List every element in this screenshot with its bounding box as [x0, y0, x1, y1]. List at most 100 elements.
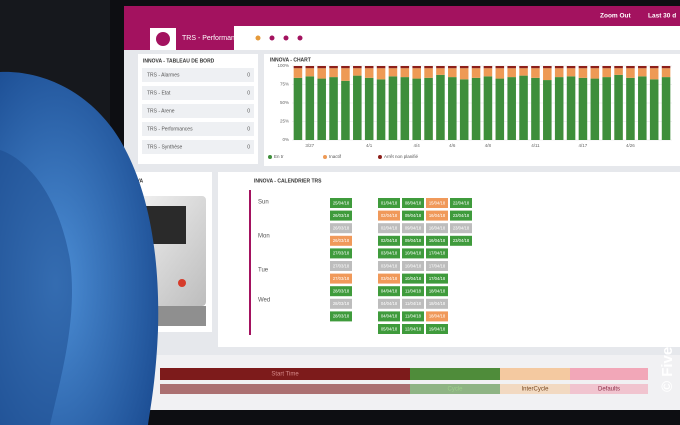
bar-segment: [436, 66, 445, 69]
toolbar-icon[interactable]: [255, 35, 261, 41]
calendar-cell[interactable]: [426, 286, 448, 297]
calendar-cell[interactable]: [330, 248, 352, 259]
bar-segment: [376, 79, 386, 140]
calendar-cell[interactable]: [450, 223, 472, 234]
calendar-cell[interactable]: [330, 198, 352, 208]
toolbar-icon[interactable]: [297, 35, 303, 41]
x-tick-label: 4/1: [366, 143, 373, 148]
toolbar-icon[interactable]: [283, 35, 289, 41]
calendar-cell[interactable]: [330, 311, 352, 322]
calendar-cell[interactable]: [402, 298, 424, 309]
bar-segment: [566, 76, 576, 140]
bar-segment: [483, 68, 493, 77]
bar-segment: [317, 78, 326, 140]
calendar-cell[interactable]: [402, 273, 424, 284]
dashboard-item-count: 0: [247, 72, 250, 78]
dashboard-item[interactable]: [142, 86, 254, 100]
calendar-cell[interactable]: [378, 235, 400, 246]
calendar-cell[interactable]: [426, 223, 448, 234]
bar-segment: [471, 66, 481, 69]
x-tick-label: 4/26: [626, 143, 635, 148]
calendar-cell-label: 17/04/18: [429, 251, 446, 256]
calendar-panel: [218, 172, 680, 347]
dashboard-item[interactable]: [142, 122, 254, 136]
calendar-cell-label: 03/04/18: [381, 276, 398, 281]
calendar-cell[interactable]: [426, 298, 448, 309]
bar-segment: [376, 66, 386, 69]
calendar-cell-label: 02/04/18: [381, 238, 398, 243]
calendar-cell[interactable]: [330, 210, 352, 221]
bar-segment: [626, 66, 635, 69]
calendar-cell[interactable]: [426, 311, 448, 322]
bar-segment: [519, 75, 528, 140]
calendar-cell[interactable]: [426, 235, 448, 246]
calendar-cell[interactable]: [450, 198, 472, 208]
calendar-cell[interactable]: [426, 198, 448, 208]
calendar-cell[interactable]: [378, 273, 400, 284]
calendar-cell[interactable]: [378, 298, 400, 309]
calendar-cell[interactable]: [330, 273, 352, 284]
legend-label[interactable]: Inactif: [329, 154, 342, 159]
dashboard-item[interactable]: [142, 140, 254, 154]
calendar-cell[interactable]: [378, 311, 400, 322]
calendar-cell[interactable]: [402, 248, 424, 259]
legend-label[interactable]: Arrêt non planifié: [384, 154, 419, 159]
dashboard-item[interactable]: [142, 68, 254, 82]
bar-segment: [436, 68, 445, 75]
calendar-cell[interactable]: [402, 311, 424, 322]
panel-title: INNOVA - TABLEAU DE BORD: [143, 58, 215, 64]
bar-segment: [412, 68, 421, 79]
calendar-cell[interactable]: [378, 210, 400, 221]
calendar-cell[interactable]: [426, 324, 448, 334]
bar-segment: [364, 68, 374, 78]
calendar-cell[interactable]: [330, 298, 352, 309]
calendar-cell[interactable]: [402, 210, 424, 221]
calendar-cell[interactable]: [426, 210, 448, 221]
x-tick-label: 4/8: [485, 143, 492, 148]
zoom-out-button[interactable]: Zoom Out: [600, 13, 632, 20]
calendar-cell[interactable]: [378, 286, 400, 297]
calendar-cell[interactable]: [378, 248, 400, 259]
calendar-cell[interactable]: [378, 324, 400, 334]
x-tick-label: 4/6: [449, 143, 456, 148]
calendar-cell[interactable]: [426, 261, 448, 271]
calendar-cell[interactable]: [402, 235, 424, 246]
bar-segment: [590, 68, 600, 79]
calendar-cell[interactable]: [402, 198, 424, 208]
calendar-cell[interactable]: [402, 223, 424, 234]
calendar-cell[interactable]: [330, 223, 352, 234]
bar-segment: [614, 74, 623, 140]
calendar-cell[interactable]: [450, 210, 472, 221]
calendar-cell[interactable]: [378, 223, 400, 234]
calendar-cell[interactable]: [426, 273, 448, 284]
calendar-cell-label: 17/04/18: [429, 263, 446, 268]
bar-segment: [495, 78, 505, 140]
bar-segment: [566, 68, 576, 77]
calendar-cell[interactable]: [402, 324, 424, 334]
bar-segment: [661, 68, 671, 78]
dashboard-item[interactable]: [142, 104, 254, 118]
toolbar-icon[interactable]: [269, 35, 275, 41]
bar-segment: [519, 68, 528, 76]
bar-segment: [388, 68, 398, 77]
legend-label[interactable]: En tr: [274, 154, 284, 159]
bar-segment: [424, 66, 433, 69]
time-range[interactable]: Last 30 d: [648, 13, 676, 20]
calendar-cell[interactable]: [330, 286, 352, 297]
bar-segment: [602, 68, 611, 78]
calendar-cell-label: 12/04/18: [405, 326, 422, 331]
calendar-cell[interactable]: [402, 286, 424, 297]
calendar-cell[interactable]: [330, 235, 352, 246]
calendar-cell[interactable]: [330, 261, 352, 271]
calendar-cell[interactable]: [402, 261, 424, 271]
bar-segment: [638, 68, 647, 77]
calendar-cell-label: 09/04/18: [405, 238, 422, 243]
calendar-cell[interactable]: [450, 235, 472, 246]
calendar-cell[interactable]: [378, 261, 400, 271]
dashboard-item-count: 0: [247, 108, 250, 114]
calendar-cell[interactable]: [426, 248, 448, 259]
calendar-cell[interactable]: [378, 198, 400, 208]
bar-segment: [531, 68, 540, 78]
calendar-cell-label: 10/04/18: [405, 263, 422, 268]
bar-segment: [507, 68, 516, 78]
